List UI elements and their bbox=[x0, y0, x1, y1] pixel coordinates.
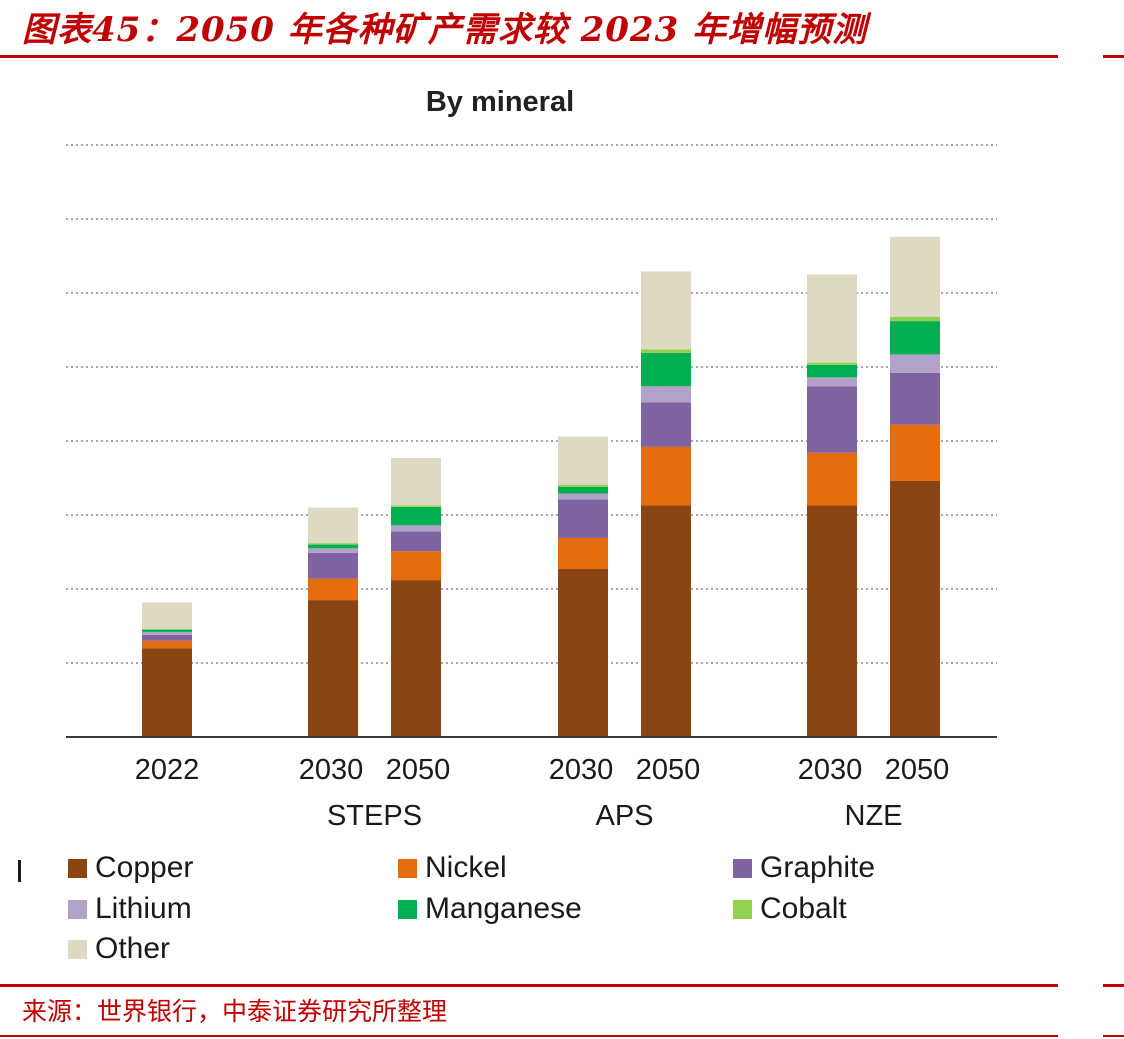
bar-segment-cobalt-3 bbox=[558, 484, 608, 487]
bar-segment-nickel-1 bbox=[308, 578, 358, 601]
bar-segment-graphite-6 bbox=[890, 372, 940, 425]
x-tick-label: 2050 bbox=[636, 754, 701, 786]
bar-segment-nickel-6 bbox=[890, 424, 940, 481]
legend-label: Lithium bbox=[95, 892, 192, 925]
legend-item-copper: Copper bbox=[68, 850, 193, 886]
bar-segment-copper-0 bbox=[142, 648, 192, 737]
legend-label: Copper bbox=[95, 851, 194, 884]
bar-segment-cobalt-4 bbox=[641, 349, 691, 353]
x-group-label: NZE bbox=[845, 800, 903, 832]
legend-item-manganese: Manganese bbox=[398, 891, 582, 927]
bar-segment-other-2 bbox=[391, 458, 441, 506]
source-rule-top-right bbox=[1103, 984, 1124, 987]
legend-edge-mark bbox=[18, 860, 21, 882]
x-axis-labels: 2022 2030 2050 2030 2050 2030 2050 STEPS APS NZE bbox=[135, 754, 950, 832]
bar-segment-manganese-2 bbox=[391, 506, 441, 526]
legend-swatch bbox=[733, 858, 752, 878]
bar-segment-copper-1 bbox=[308, 600, 358, 737]
legend-swatch bbox=[398, 899, 417, 919]
legend-item-nickel: Nickel bbox=[398, 850, 507, 886]
bar-segment-other-1 bbox=[308, 507, 358, 544]
bar-segment-other-3 bbox=[558, 436, 608, 485]
bar-segment-graphite-4 bbox=[641, 402, 691, 447]
legend-label: Manganese bbox=[425, 892, 582, 925]
title-rule bbox=[0, 55, 1058, 58]
source-rule-top bbox=[0, 984, 1058, 987]
legend-item-graphite: Graphite bbox=[733, 850, 875, 886]
bar-segment-copper-6 bbox=[890, 480, 940, 737]
bar-segment-manganese-0 bbox=[142, 629, 192, 632]
source-note: 来源：世界银行，中泰证券研究所整理 bbox=[22, 997, 448, 1026]
legend-swatch bbox=[68, 939, 87, 959]
legend-swatch bbox=[398, 858, 417, 878]
bar-segment-copper-5 bbox=[807, 505, 857, 737]
gridlines bbox=[66, 144, 997, 664]
source-rule-bottom-right bbox=[1103, 1035, 1124, 1037]
bar-segment-lithium-1 bbox=[308, 548, 358, 553]
bar-segment-lithium-6 bbox=[890, 354, 940, 373]
title-rule-right bbox=[1103, 55, 1124, 58]
legend-label: Nickel bbox=[425, 851, 507, 884]
bar-segment-cobalt-6 bbox=[890, 316, 940, 322]
legend-item-lithium: Lithium bbox=[68, 891, 192, 927]
bar-segment-other-5 bbox=[807, 274, 857, 363]
bar-segment-nickel-2 bbox=[391, 551, 441, 581]
bar-segment-graphite-2 bbox=[391, 531, 441, 552]
legend-item-cobalt: Cobalt bbox=[733, 891, 847, 927]
legend-item-other: Other bbox=[68, 931, 170, 967]
bar-segment-cobalt-2 bbox=[391, 505, 441, 507]
bar-segment-cobalt-5 bbox=[807, 362, 857, 365]
bars bbox=[142, 236, 940, 737]
x-tick-label: 2030 bbox=[798, 754, 863, 786]
bar-segment-lithium-5 bbox=[807, 377, 857, 387]
bar-segment-other-0 bbox=[142, 602, 192, 629]
bar-segment-nickel-3 bbox=[558, 537, 608, 570]
chart-title: By mineral bbox=[425, 86, 575, 118]
bar-segment-copper-2 bbox=[391, 580, 441, 737]
bar-segment-graphite-3 bbox=[558, 499, 608, 538]
bar-segment-copper-4 bbox=[641, 505, 691, 737]
bar-segment-graphite-1 bbox=[308, 552, 358, 579]
bar-segment-graphite-5 bbox=[807, 386, 857, 453]
legend-swatch bbox=[733, 899, 752, 919]
bar-segment-manganese-5 bbox=[807, 364, 857, 378]
bar-segment-lithium-4 bbox=[641, 386, 691, 403]
bar-segment-manganese-4 bbox=[641, 352, 691, 387]
x-tick-label: 2030 bbox=[299, 754, 364, 786]
bar-segment-other-4 bbox=[641, 271, 691, 350]
x-group-label: APS bbox=[595, 800, 653, 832]
report-title: 图表45：2050 年各种矿产需求较 2023 年增幅预测 bbox=[22, 10, 868, 50]
bar-segment-manganese-6 bbox=[890, 321, 940, 355]
bar-segment-other-6 bbox=[890, 236, 940, 317]
legend-label: Cobalt bbox=[760, 892, 847, 925]
bar-segment-manganese-1 bbox=[308, 544, 358, 549]
bar-segment-manganese-3 bbox=[558, 486, 608, 494]
x-tick-label: 2030 bbox=[549, 754, 614, 786]
legend-swatch bbox=[68, 899, 87, 919]
legend-label: Graphite bbox=[760, 851, 876, 884]
bar-segment-nickel-0 bbox=[142, 640, 192, 649]
bar-segment-lithium-0 bbox=[142, 631, 192, 635]
x-tick-label: 2050 bbox=[386, 754, 451, 786]
legend-label: Other bbox=[95, 932, 171, 965]
bar-segment-graphite-0 bbox=[142, 634, 192, 641]
x-tick-label: 2022 bbox=[135, 754, 200, 786]
bar-segment-lithium-3 bbox=[558, 493, 608, 500]
bar-segment-copper-3 bbox=[558, 569, 608, 737]
bar-segment-lithium-2 bbox=[391, 525, 441, 532]
x-tick-label: 2050 bbox=[885, 754, 950, 786]
bar-segment-nickel-5 bbox=[807, 452, 857, 506]
bar-segment-cobalt-1 bbox=[308, 543, 358, 545]
x-group-label: STEPS bbox=[327, 800, 422, 832]
bar-segment-nickel-4 bbox=[641, 446, 691, 506]
source-rule-bottom bbox=[0, 1035, 1058, 1037]
bar-segment-cobalt-0 bbox=[142, 628, 192, 630]
legend-swatch bbox=[68, 858, 87, 878]
